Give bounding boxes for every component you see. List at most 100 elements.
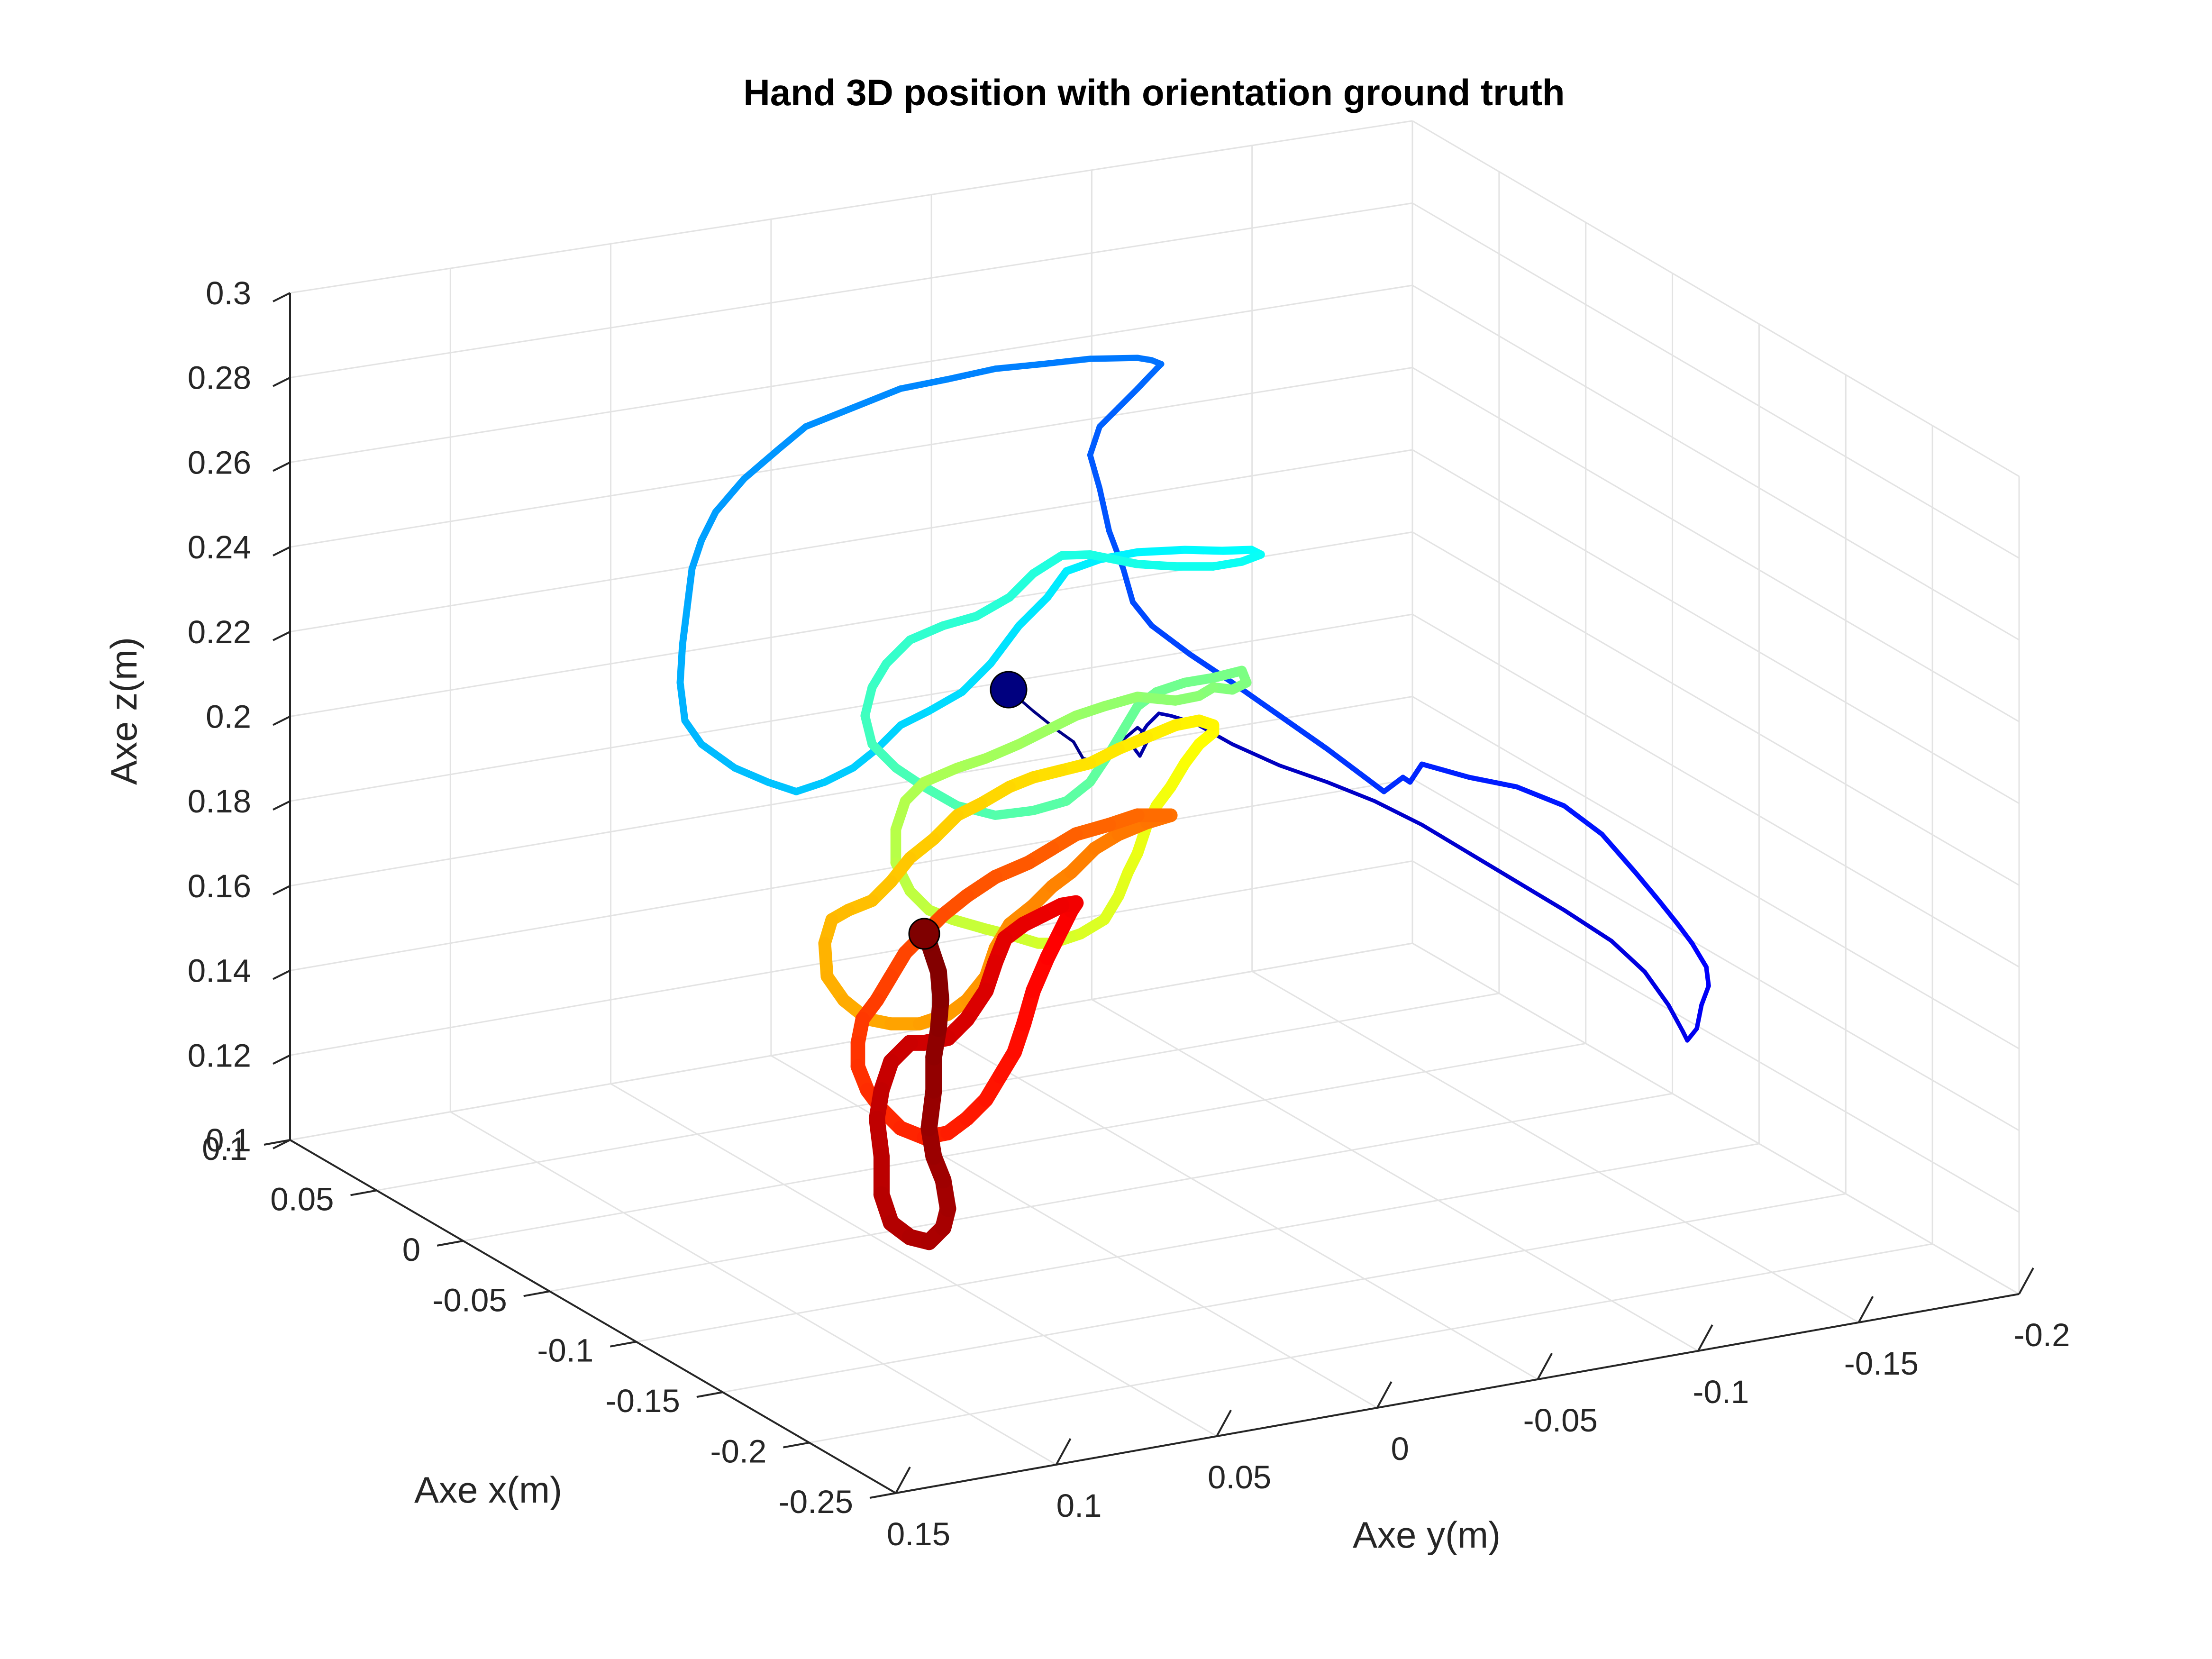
trajectory-segment xyxy=(1666,1003,1685,1033)
trajectory-segment xyxy=(1514,879,1566,912)
trajectory-segment xyxy=(1055,728,1075,744)
grid-line-x xyxy=(549,1093,1673,1292)
grid-line-z xyxy=(290,202,1413,379)
trajectory-segment xyxy=(986,621,1023,668)
trajectory-segment xyxy=(1121,726,1139,741)
z-tick-label: 0.14 xyxy=(188,953,251,989)
trajectory-segment xyxy=(774,423,810,454)
trajectory-segment xyxy=(1209,557,1246,571)
trajectory-segment xyxy=(867,739,901,773)
trajectory-segment xyxy=(1096,404,1122,430)
trajectory-segment xyxy=(1151,677,1190,697)
trajectory-segment xyxy=(740,447,781,483)
y-tick-label: 0.1 xyxy=(1056,1487,1102,1524)
trajectory-segment xyxy=(1029,796,1071,815)
z-tick-label: 0.24 xyxy=(188,529,251,565)
y-tick-mark xyxy=(1376,1381,1393,1408)
y-tick-label: 0.05 xyxy=(1208,1459,1271,1495)
trajectory-segment xyxy=(1133,560,1180,571)
trajectory-segment xyxy=(1133,546,1189,556)
x-tick-mark xyxy=(783,1441,810,1449)
tick-labels: 0.1 0.12 0.14 0.16 0.18 0.2 0.22 0.24 0.26 0.28 0.… xyxy=(188,275,2070,1552)
trajectory-segment xyxy=(821,764,857,786)
grid-line-z xyxy=(290,284,1413,463)
trajectory-segment xyxy=(1419,761,1472,780)
grid-line-z xyxy=(1412,696,2020,1049)
trajectory-segment xyxy=(896,707,933,729)
trajectory-segment xyxy=(688,537,705,573)
grid-line-y xyxy=(931,1027,1538,1380)
z-tick-label: 0.1 xyxy=(206,1122,251,1158)
y-tick-label: -0.05 xyxy=(1523,1402,1598,1439)
trajectory-segment xyxy=(1324,746,1368,780)
trajectory-segment xyxy=(860,711,877,749)
grid-line-x xyxy=(463,1042,1586,1242)
grid-line-z xyxy=(1412,860,2020,1213)
y-axis-line xyxy=(895,1293,2020,1494)
trajectory-segment xyxy=(1704,965,1711,988)
trajectory-segment xyxy=(1029,551,1066,578)
trajectory-segment xyxy=(712,475,748,516)
trajectory-segment xyxy=(849,745,881,772)
trajectory-segment xyxy=(1675,922,1694,946)
trajectory-segment xyxy=(676,679,689,724)
trajectory-segment xyxy=(905,621,948,645)
y-tick-mark xyxy=(895,1467,911,1494)
trajectory-segment xyxy=(1062,777,1095,806)
x-tick-label: -0.2 xyxy=(710,1433,767,1470)
trajectory-segment xyxy=(972,592,1014,621)
y-tick-label: 0 xyxy=(1391,1431,1409,1467)
trajectory-segment xyxy=(1561,803,1605,837)
grid-line-z xyxy=(1412,531,2020,886)
trajectory-segment xyxy=(958,659,995,696)
trajectory-segment xyxy=(1599,831,1638,875)
y-tick-mark xyxy=(1857,1296,1874,1323)
trajectory-segment xyxy=(919,762,963,788)
grid-line-z xyxy=(1412,284,2020,641)
trajectory-segment xyxy=(1086,550,1142,568)
grid-line-z xyxy=(290,778,1413,972)
x-tick-mark xyxy=(437,1240,464,1247)
trajectory-segment xyxy=(1057,550,1095,560)
trajectory-segment xyxy=(1087,423,1103,458)
trajectory-segment xyxy=(1130,599,1155,629)
chart-title: Hand 3D position with orientation ground… xyxy=(743,72,1565,113)
trajectory-segment xyxy=(1420,822,1472,856)
z-tick-mark xyxy=(273,546,291,556)
grid-line-z xyxy=(1412,120,2020,477)
trajectory-segment xyxy=(681,717,705,748)
trajectory-segment xyxy=(1657,898,1680,927)
trajectory-segment xyxy=(1043,567,1071,602)
z-tick-label: 0.26 xyxy=(188,444,251,481)
trajectory-segment xyxy=(792,778,828,795)
trajectory-segment xyxy=(945,365,999,383)
grid-line-z xyxy=(290,696,1413,887)
grid-line-z xyxy=(290,120,1413,294)
z-tick-label: 0.3 xyxy=(206,275,251,311)
trajectory-segment xyxy=(1132,692,1181,706)
z-tick-label: 0.18 xyxy=(188,783,251,820)
x-tick-mark xyxy=(523,1290,550,1297)
trajectory-segment xyxy=(698,740,738,772)
z-tick-mark xyxy=(273,1054,291,1065)
grid-line-y xyxy=(450,1111,1057,1466)
y-tick-mark xyxy=(1537,1353,1553,1380)
trajectory-segment xyxy=(1015,593,1052,630)
grid-line-z xyxy=(1412,942,2020,1295)
trajectory-segment xyxy=(683,565,696,611)
trajectory-segment xyxy=(1277,713,1330,752)
trajectory-segment xyxy=(1362,775,1387,794)
x-tick-mark xyxy=(696,1391,723,1398)
x-tick-mark xyxy=(610,1340,637,1348)
z-tick-label: 0.22 xyxy=(188,614,251,650)
trajectory-segment xyxy=(1632,869,1662,903)
trajectory-segment xyxy=(1149,623,1192,657)
x-axis-label: Axe x(m) xyxy=(414,1469,562,1511)
z-tick-mark xyxy=(273,631,291,641)
y-tick-mark xyxy=(2018,1267,2034,1294)
grid-line-z xyxy=(1412,613,2020,968)
trajectory-segment xyxy=(1087,355,1141,362)
trajectory-segment xyxy=(850,385,904,411)
y-tick-label: 0.15 xyxy=(887,1516,950,1552)
